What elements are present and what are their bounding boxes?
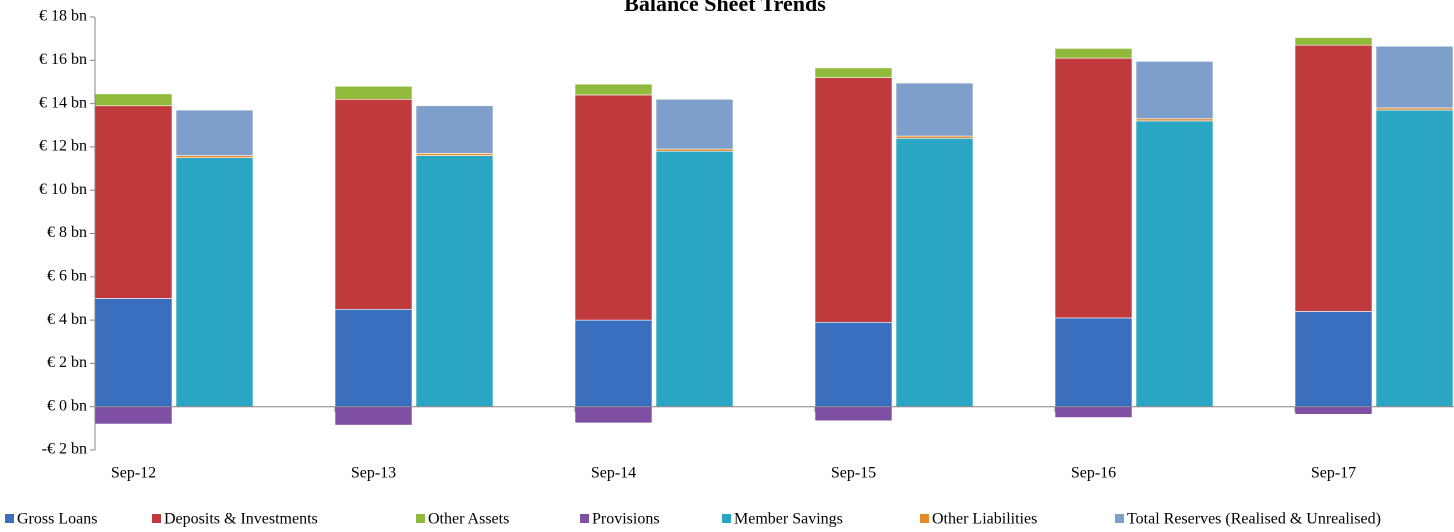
bar-segment — [1135, 120, 1214, 407]
bar-segment — [1294, 44, 1373, 312]
x-tick-label: Sep-16 — [1071, 465, 1116, 482]
bar-segment — [895, 135, 974, 139]
bar-segment — [574, 94, 653, 321]
legend-label: Other Assets — [428, 511, 509, 528]
bar-segment — [1054, 57, 1133, 319]
bar-segment — [814, 77, 893, 323]
legend-swatch — [5, 514, 14, 523]
bar-segment — [1135, 118, 1214, 122]
bar-segment — [334, 85, 413, 100]
bar-segment — [574, 319, 653, 408]
y-tick-label: € 12 bn — [39, 138, 87, 155]
bar-segment — [1294, 406, 1373, 415]
y-tick-label: € 10 bn — [39, 181, 87, 198]
legend-label: Member Savings — [734, 511, 843, 528]
y-tick-label: € 16 bn — [39, 51, 87, 68]
y-tick-label: € 4 bn — [47, 311, 87, 328]
y-tick-label: € 8 bn — [47, 224, 87, 241]
bar-segment — [1375, 45, 1454, 109]
bar-segment — [574, 83, 653, 96]
legend-swatch — [1115, 514, 1124, 523]
legend-label: Deposits & Investments — [164, 511, 318, 528]
bar-segment — [574, 406, 653, 424]
y-tick-label: € 2 bn — [47, 354, 87, 371]
y-tick-label: € 14 bn — [39, 94, 87, 111]
bar-segment — [1375, 107, 1454, 111]
legend-label: Gross Loans — [17, 511, 97, 528]
legend-swatch — [722, 514, 731, 523]
legend-swatch — [416, 514, 425, 523]
legend-label: Other Liabilities — [932, 511, 1037, 528]
x-tick-label: Sep-17 — [1311, 465, 1356, 482]
y-tick-label: -€ 2 bn — [42, 441, 87, 458]
y-tick-label: € 18 bn — [39, 8, 87, 25]
x-tick-label: Sep-13 — [351, 465, 396, 482]
bar-segment — [415, 105, 494, 154]
bar-segment — [175, 109, 254, 156]
bar-segment — [334, 98, 413, 310]
bar-segment — [1375, 109, 1454, 408]
legend-swatch — [152, 514, 161, 523]
bar-segment — [1135, 61, 1214, 120]
bar-segment — [814, 406, 893, 422]
bar-segment — [94, 105, 173, 299]
bar-segment — [94, 93, 173, 107]
bar-segment — [1294, 311, 1373, 408]
bar-segment — [814, 321, 893, 408]
bar-segment — [655, 150, 734, 407]
bar-segment — [175, 155, 254, 159]
legend-label: Provisions — [592, 511, 660, 528]
bar-segment — [1054, 317, 1133, 407]
bar-segment — [1294, 37, 1373, 46]
bar-segment — [94, 298, 173, 408]
bar-segment — [94, 406, 173, 425]
bar-segment — [895, 137, 974, 407]
bar-segment — [814, 67, 893, 78]
bar-segment — [895, 82, 974, 137]
bar-segment — [1054, 48, 1133, 59]
legend-label: Total Reserves (Realised & Unrealised) — [1127, 511, 1381, 528]
x-tick-label: Sep-15 — [831, 465, 876, 482]
y-tick-label: € 0 bn — [47, 397, 87, 414]
bar-segment — [334, 308, 413, 407]
bar-segment — [334, 406, 413, 426]
bar-segment — [175, 157, 254, 408]
bar-segment — [655, 98, 734, 150]
legend-swatch — [580, 514, 589, 523]
legend-swatch — [920, 514, 929, 523]
x-tick-label: Sep-12 — [111, 465, 156, 482]
bar-segment — [415, 153, 494, 156]
bar-segment — [1054, 406, 1133, 418]
bar-segment — [655, 148, 734, 152]
bar-segment — [415, 155, 494, 407]
chart-title: Balance Sheet Trends — [624, 0, 826, 16]
x-tick-label: Sep-14 — [591, 465, 636, 482]
y-tick-label: € 6 bn — [47, 267, 87, 284]
